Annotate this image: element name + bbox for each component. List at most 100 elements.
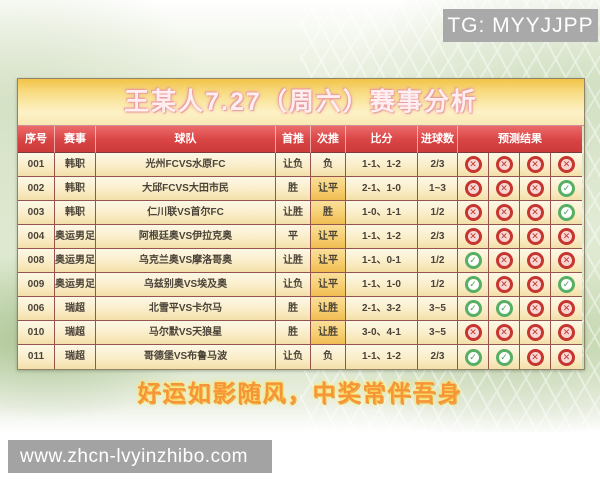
result-cell: ✕ <box>551 321 582 345</box>
teams-cell: 阿根廷奥VS伊拉克奥 <box>96 225 276 249</box>
goals-cell: 1~3 <box>418 177 458 201</box>
result-cell: ✕ <box>489 249 520 273</box>
result-cell: ✕ <box>520 153 551 177</box>
table-row: 003 韩职 仁川联VS首尔FC 让胜 胜 1-0、1-1 1/2 ✕ ✕ ✕ … <box>18 201 584 225</box>
second-pick-cell: 胜 <box>311 201 346 225</box>
cross-icon: ✕ <box>526 228 544 245</box>
score-cell: 1-1、0-1 <box>346 249 418 273</box>
cross-icon: ✕ <box>558 324 575 341</box>
teams-cell: 乌兹别奥VS埃及奥 <box>96 273 276 297</box>
second-pick-cell: 让平 <box>311 225 346 249</box>
first-pick-cell: 胜 <box>276 321 311 345</box>
result-cell: ✓ <box>458 273 489 297</box>
score-cell: 1-1、1-2 <box>346 225 418 249</box>
result-cell: ✕ <box>520 201 551 225</box>
footer-url: www.zhcn-lvyinzhibo.com <box>8 440 272 473</box>
analysis-board: 王某人7.27（周六）赛事分析 序号 赛事 球队 首推 次推 比分 进球数 预测… <box>17 78 585 370</box>
score-cell: 1-0、1-1 <box>346 201 418 225</box>
table-header-row: 序号 赛事 球队 首推 次推 比分 进球数 预测结果 <box>18 126 584 153</box>
header-cell-goals: 进球数 <box>418 126 458 153</box>
table-row: 006 瑞超 北雪平VS卡尔马 胜 让胜 2-1、3-2 3~5 ✓ ✓ ✕ ✕ <box>18 297 584 321</box>
result-cell: ✕ <box>458 321 489 345</box>
match-number-cell: 003 <box>18 201 55 225</box>
score-cell: 3-0、4-1 <box>346 321 418 345</box>
match-number-cell: 009 <box>18 273 55 297</box>
match-number-cell: 002 <box>18 177 55 201</box>
cross-icon: ✕ <box>558 228 575 245</box>
first-pick-cell: 让负 <box>276 273 311 297</box>
check-icon: ✓ <box>558 276 575 293</box>
league-cell: 奥运男足 <box>55 225 96 249</box>
header-cell-first-pick: 首推 <box>276 126 311 153</box>
result-cell: ✕ <box>520 225 551 249</box>
score-cell: 1-1、1-2 <box>346 153 418 177</box>
cross-icon: ✕ <box>495 324 513 341</box>
cross-icon: ✕ <box>495 276 513 293</box>
teams-cell: 北雪平VS卡尔马 <box>96 297 276 321</box>
cross-icon: ✕ <box>495 180 513 197</box>
cross-icon: ✕ <box>464 324 482 341</box>
check-icon: ✓ <box>464 300 482 317</box>
table-row: 009 奥运男足 乌兹别奥VS埃及奥 让负 让平 1-1、1-0 1/2 ✓ ✕… <box>18 273 584 297</box>
cross-icon: ✕ <box>526 276 544 293</box>
result-cell: ✓ <box>458 249 489 273</box>
result-cell: ✕ <box>489 273 520 297</box>
result-cell: ✕ <box>458 153 489 177</box>
check-icon: ✓ <box>464 252 482 269</box>
second-pick-cell: 负 <box>311 345 346 369</box>
header-cell-teams: 球队 <box>96 126 276 153</box>
check-icon: ✓ <box>495 300 513 317</box>
table-row: 008 奥运男足 乌克兰奥VS摩洛哥奥 让胜 让平 1-1、0-1 1/2 ✓ … <box>18 249 584 273</box>
match-number-cell: 001 <box>18 153 55 177</box>
score-cell: 1-1、1-0 <box>346 273 418 297</box>
result-cell: ✕ <box>551 249 582 273</box>
match-number-cell: 006 <box>18 297 55 321</box>
goals-cell: 1/2 <box>418 249 458 273</box>
league-cell: 瑞超 <box>55 297 96 321</box>
goals-cell: 3~5 <box>418 297 458 321</box>
result-cell: ✓ <box>458 345 489 369</box>
result-cell: ✕ <box>520 249 551 273</box>
match-number-cell: 008 <box>18 249 55 273</box>
first-pick-cell: 让胜 <box>276 249 311 273</box>
cross-icon: ✕ <box>464 180 482 197</box>
match-number-cell: 010 <box>18 321 55 345</box>
league-cell: 奥运男足 <box>55 249 96 273</box>
result-cell: ✓ <box>489 345 520 369</box>
goals-cell: 3~5 <box>418 321 458 345</box>
cross-icon: ✕ <box>558 252 575 269</box>
cross-icon: ✕ <box>526 252 544 269</box>
result-cell: ✕ <box>551 297 582 321</box>
result-cell: ✕ <box>489 321 520 345</box>
check-icon: ✓ <box>464 348 482 366</box>
table-row: 001 韩职 光州FCVS水原FC 让负 负 1-1、1-2 2/3 ✕ ✕ ✕… <box>18 153 584 177</box>
result-cell: ✕ <box>551 345 582 369</box>
cross-icon: ✕ <box>495 156 513 173</box>
second-pick-cell: 让平 <box>311 177 346 201</box>
league-cell: 瑞超 <box>55 321 96 345</box>
teams-cell: 仁川联VS首尔FC <box>96 201 276 225</box>
first-pick-cell: 胜 <box>276 297 311 321</box>
result-cell: ✕ <box>489 153 520 177</box>
cross-icon: ✕ <box>558 348 575 366</box>
table-row: 010 瑞超 马尔默VS天狼星 胜 让胜 3-0、4-1 3~5 ✕ ✕ ✕ ✕ <box>18 321 584 345</box>
league-cell: 瑞超 <box>55 345 96 369</box>
teams-cell: 哥德堡VS布鲁马波 <box>96 345 276 369</box>
table-body: 001 韩职 光州FCVS水原FC 让负 负 1-1、1-2 2/3 ✕ ✕ ✕… <box>18 153 584 369</box>
header-cell-second-pick: 次推 <box>311 126 346 153</box>
match-number-cell: 011 <box>18 345 55 369</box>
goals-cell: 2/3 <box>418 225 458 249</box>
goals-cell: 1/2 <box>418 201 458 225</box>
page-title: 王某人7.27（周六）赛事分析 <box>18 79 584 126</box>
cross-icon: ✕ <box>464 156 482 173</box>
cross-icon: ✕ <box>495 228 513 245</box>
cross-icon: ✕ <box>526 204 544 221</box>
score-cell: 2-1、1-0 <box>346 177 418 201</box>
header-cell-prediction-results: 预测结果 <box>458 126 582 153</box>
second-pick-cell: 让胜 <box>311 321 346 345</box>
slogan-text: 好运如影随风，中奖常伴吾身 <box>137 380 463 406</box>
result-cell: ✕ <box>520 345 551 369</box>
header-cell-league: 赛事 <box>55 126 96 153</box>
goals-cell: 1/2 <box>418 273 458 297</box>
result-cell: ✓ <box>458 297 489 321</box>
